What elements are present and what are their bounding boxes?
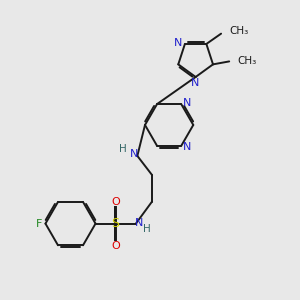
Text: CH₃: CH₃ — [237, 56, 257, 66]
Text: N: N — [191, 78, 199, 88]
Text: S: S — [111, 217, 119, 230]
Text: N: N — [130, 149, 138, 159]
Text: H: H — [143, 224, 151, 234]
Text: N: N — [183, 98, 191, 108]
Text: N: N — [174, 38, 183, 48]
Text: H: H — [119, 143, 127, 154]
Text: O: O — [111, 241, 120, 251]
Text: O: O — [111, 196, 120, 206]
Text: CH₃: CH₃ — [229, 26, 249, 36]
Text: F: F — [36, 219, 42, 229]
Text: N: N — [183, 142, 191, 152]
Text: N: N — [135, 218, 144, 228]
